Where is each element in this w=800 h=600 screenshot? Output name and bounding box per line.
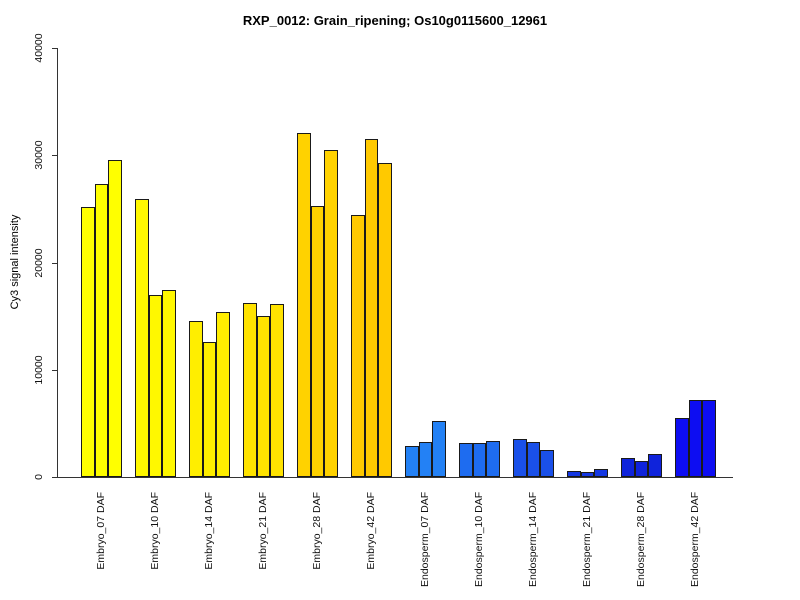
y-tick-label: 20000	[33, 247, 45, 278]
bar	[675, 418, 689, 477]
y-axis-tick	[52, 48, 57, 49]
bar	[702, 400, 716, 477]
x-axis-label: Endosperm_10 DAF	[472, 491, 485, 587]
bar	[81, 206, 95, 477]
bar	[472, 443, 486, 477]
bar	[364, 139, 378, 477]
bar	[310, 205, 324, 477]
x-axis-label: Embryo_07 DAF	[94, 492, 107, 570]
bar	[216, 311, 230, 477]
bar	[634, 461, 648, 477]
x-axis-label: Embryo_14 DAF	[202, 492, 215, 570]
bar	[243, 303, 257, 477]
bar	[256, 316, 270, 477]
y-tick-label: 10000	[33, 355, 45, 385]
bar	[108, 159, 122, 477]
bar	[405, 445, 419, 477]
bar	[351, 215, 365, 477]
y-axis-tick	[52, 477, 57, 478]
bar	[580, 471, 594, 477]
bar	[459, 443, 473, 477]
x-axis-label: Endosperm_14 DAF	[526, 491, 539, 587]
chart-title: RXP_0012: Grain_ripening; Os10g0115600_1…	[242, 13, 548, 28]
y-tick-label: 30000	[33, 140, 45, 170]
x-axis-label: Embryo_21 DAF	[256, 492, 269, 570]
y-axis-line	[57, 48, 58, 478]
bar	[297, 132, 311, 477]
bar	[648, 454, 662, 477]
x-axis-label: Endosperm_42 DAF	[688, 491, 701, 587]
bar	[418, 441, 432, 477]
bar	[202, 341, 216, 477]
bar	[135, 199, 149, 477]
bar	[621, 458, 635, 477]
bar	[540, 450, 554, 477]
bar	[526, 442, 540, 477]
bar	[567, 471, 581, 477]
y-axis-tick	[52, 155, 57, 157]
x-axis-label: Endosperm_21 DAF	[580, 491, 593, 587]
bar	[94, 184, 108, 477]
x-axis-label: Embryo_10 DAF	[148, 492, 161, 570]
y-tick-label: 0	[33, 474, 45, 480]
y-axis-tick	[52, 262, 57, 264]
bar	[378, 162, 392, 477]
bar	[688, 399, 702, 477]
bar	[270, 304, 284, 477]
x-axis-label: Endosperm_28 DAF	[634, 491, 647, 587]
x-axis-label: Embryo_42 DAF	[364, 492, 377, 570]
bar	[148, 294, 162, 477]
bar	[324, 149, 338, 477]
x-axis-line	[57, 477, 733, 478]
y-axis-label: Cy3 signal intensity	[9, 214, 21, 310]
bar	[486, 440, 500, 477]
y-axis-tick	[52, 369, 57, 371]
bar	[594, 469, 608, 477]
bar	[432, 420, 446, 477]
bar	[513, 438, 527, 477]
x-axis-label: Embryo_28 DAF	[310, 492, 323, 570]
y-tick-label: 40000	[33, 33, 45, 63]
bar	[189, 321, 203, 477]
x-axis-label: Endosperm_07 DAF	[418, 491, 431, 587]
bar	[162, 290, 176, 477]
